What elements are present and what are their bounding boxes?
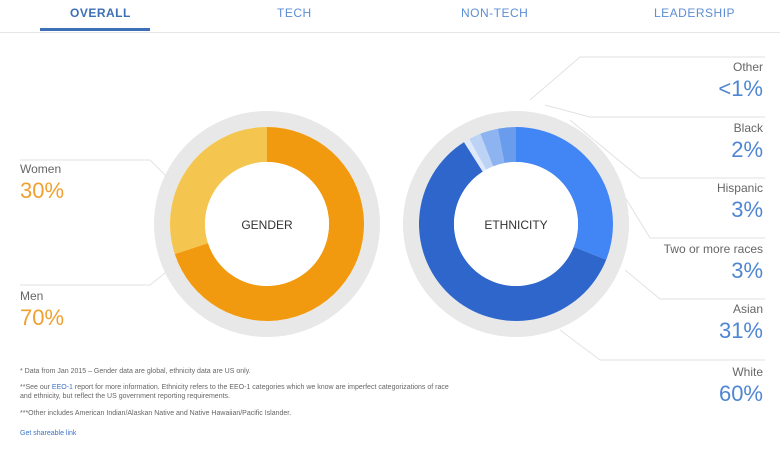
- slice-black: [469, 133, 494, 170]
- ethnicity-donut-chart: ETHNICITY: [403, 111, 629, 337]
- tab-tech[interactable]: TECH: [277, 6, 312, 20]
- connector-black: [544, 104, 765, 118]
- footnote-data-source: * Data from Jan 2015 – Gender data are g…: [20, 368, 251, 375]
- connector-lines: [20, 56, 765, 361]
- legend-men-value: 70%: [20, 305, 65, 330]
- connector-men: [20, 264, 176, 286]
- tab-bar: OVERALL TECH NON-TECH LEADERSHIP: [0, 0, 780, 33]
- legend-black-value: 2%: [731, 137, 763, 162]
- legend-hispanic-label: Hispanic: [716, 181, 763, 195]
- eeo1-report-link[interactable]: EEO-1: [51, 384, 73, 391]
- get-shareable-link[interactable]: Get shareable link: [20, 430, 77, 437]
- slice-two-or-more-races: [497, 127, 516, 164]
- legend-other-value: <1%: [718, 76, 763, 101]
- slice-men: [174, 127, 364, 321]
- legend-women-label: Women: [20, 162, 62, 176]
- gender-donut-chart: GENDER: [154, 111, 380, 337]
- legend-white-label: White: [732, 365, 763, 379]
- legend-hispanic-value: 3%: [731, 197, 763, 222]
- footnote-eeo1: **See our EEO-1 report for more informat…: [20, 383, 460, 401]
- slice-white: [418, 142, 607, 322]
- tab-non-tech[interactable]: NON-TECH: [461, 6, 529, 20]
- legend-two-or-more-label: Two or more races: [663, 242, 763, 256]
- legend-men-label: Men: [20, 289, 44, 303]
- donut-center: [454, 162, 578, 286]
- tab-overall[interactable]: OVERALL: [70, 6, 131, 20]
- active-tab-indicator: [40, 28, 150, 31]
- tab-leadership[interactable]: LEADERSHIP: [654, 6, 736, 20]
- legend-women-value: 30%: [20, 178, 65, 203]
- legend-asian-value: 31%: [718, 318, 763, 343]
- donut-title: ETHNICITY: [484, 218, 547, 232]
- connector-hispanic: [569, 119, 765, 179]
- footnote-other-definition: ***Other includes American Indian/Alaska…: [20, 410, 292, 417]
- slice-women: [169, 127, 267, 254]
- connector-white: [559, 329, 765, 361]
- legend-white-value: 60%: [718, 381, 763, 406]
- slice-hispanic: [480, 128, 505, 167]
- donut-title: GENDER: [241, 218, 293, 232]
- footnote-eeo1-suffix: report for more information. Ethnicity r…: [20, 384, 449, 400]
- legend-other-label: Other: [732, 60, 763, 74]
- connector-asian: [624, 269, 765, 300]
- slice-asian: [516, 127, 613, 260]
- legend-two-or-more-value: 3%: [731, 258, 763, 283]
- footnote-eeo1-prefix: **See our: [20, 384, 52, 391]
- slice-other: [464, 138, 487, 172]
- legend-black-label: Black: [733, 121, 763, 135]
- legend-asian-label: Asian: [732, 302, 763, 316]
- donut-center: [205, 162, 329, 286]
- connector-other: [529, 56, 765, 101]
